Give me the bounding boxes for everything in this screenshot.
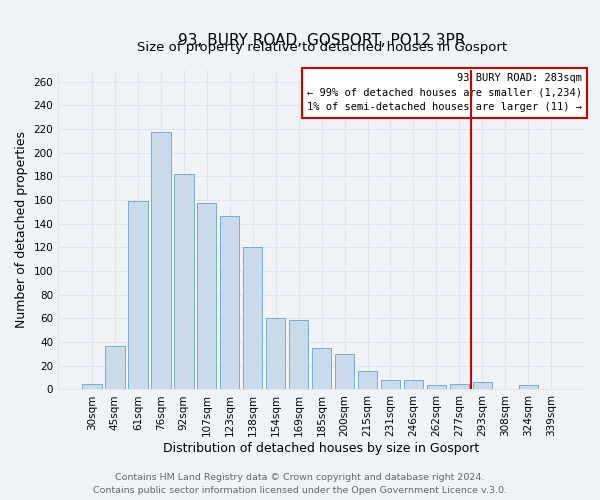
Bar [358, 370, 377, 390]
Bar [151, 132, 170, 390]
Bar [128, 202, 148, 390]
Text: 93 BURY ROAD: 283sqm
← 99% of detached houses are smaller (1,234)
1% of semi-det: 93 BURY ROAD: 283sqm ← 99% of detached h… [307, 73, 582, 112]
Bar [243, 248, 262, 390]
Title: 93, BURY ROAD, GOSPORT, PO12 3PR: 93, BURY ROAD, GOSPORT, PO12 3PR [178, 33, 466, 48]
Bar [266, 318, 286, 390]
X-axis label: Distribution of detached houses by size in Gosport: Distribution of detached houses by size … [163, 442, 480, 455]
Bar [518, 384, 538, 390]
Bar [197, 202, 217, 390]
Bar [427, 384, 446, 390]
Bar [220, 216, 239, 390]
Bar [105, 346, 125, 390]
Bar [404, 380, 423, 390]
Y-axis label: Number of detached properties: Number of detached properties [15, 131, 28, 328]
Bar [381, 380, 400, 390]
Bar [312, 348, 331, 390]
Bar [174, 174, 194, 390]
Bar [473, 382, 492, 390]
Bar [335, 354, 355, 390]
Text: Contains HM Land Registry data © Crown copyright and database right 2024.
Contai: Contains HM Land Registry data © Crown c… [93, 474, 507, 495]
Text: Size of property relative to detached houses in Gosport: Size of property relative to detached ho… [137, 41, 506, 54]
Bar [82, 384, 101, 390]
Bar [449, 384, 469, 390]
Bar [289, 320, 308, 390]
